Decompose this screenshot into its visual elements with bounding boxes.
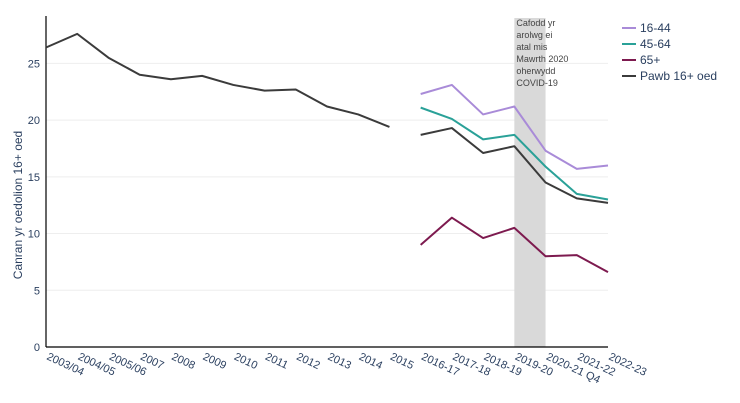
covid-shade-rect (514, 18, 546, 347)
annotation-line: oherwydd (516, 66, 555, 76)
legend-item-label: Pawb 16+ oed (640, 69, 717, 83)
series-line-0 (420, 83, 609, 170)
x-tick-label: 2013 (326, 351, 353, 372)
y-tick-label: 15 (28, 172, 40, 184)
x-tick-label: 2011 (263, 351, 290, 372)
legend-item-label: 65+ (640, 53, 660, 67)
annotation-line: atal mis (516, 42, 548, 52)
covid-annotation: Cafodd yr arolwg ei atal mis Mawrth 2020 ohe… (516, 18, 568, 88)
x-tick-label: 2012 (295, 351, 322, 372)
y-axis-title: Canran yr oedolion 16+ oed (11, 131, 25, 279)
series-lines (45, 32, 609, 274)
covid-shade-region (514, 18, 546, 347)
x-tick-label: 2015 (388, 351, 415, 372)
annotation-line: Mawrth 2020 (516, 54, 568, 64)
annotation-line: Cafodd yr (516, 18, 555, 28)
legend: 16-44 45-64 65+ Pawb 16+ oed (622, 21, 717, 83)
x-tick-label: 2009 (201, 351, 228, 372)
x-tick-label: 2008 (170, 351, 197, 372)
y-tick-label: 10 (28, 229, 40, 241)
legend-item-label: 45-64 (640, 37, 671, 51)
series-line-1 (420, 106, 609, 201)
x-tick-label: 2014 (357, 351, 384, 372)
x-tick-label: 2010 (232, 351, 259, 372)
legend-item-label: 16-44 (640, 21, 671, 35)
series-line-3 (45, 32, 390, 128)
y-tick-label: 0 (34, 342, 40, 354)
y-tick-label: 5 (34, 285, 40, 297)
y-tick-label: 20 (28, 115, 40, 127)
annotation-line: COVID-19 (516, 78, 558, 88)
annotation-line: arolwg ei (516, 30, 552, 40)
series-line-3 (420, 127, 609, 204)
series-line-2 (420, 216, 609, 274)
y-tick-label: 25 (28, 58, 40, 70)
